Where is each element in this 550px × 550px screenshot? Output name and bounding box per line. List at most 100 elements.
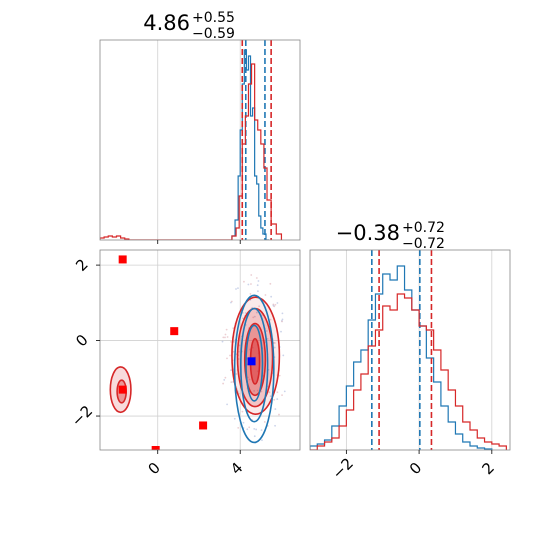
hist-step-0 [310,265,493,450]
x-tick-label: 4 [227,459,246,478]
sample-point [263,421,266,423]
sample-point [260,390,263,393]
joint-panel: 0 4 −2 0 2 [68,249,301,478]
sample-point [256,389,259,392]
sample-point [230,300,233,303]
sample-point [233,417,236,420]
sample-point [260,429,263,432]
x-tick-label: −2 [329,454,357,482]
sample-point [272,304,275,307]
title-upper-error: +0.55 [192,10,235,26]
sample-point [265,330,268,332]
sample-point [241,410,244,413]
sample-point [224,376,227,379]
sample-point [226,403,228,406]
sample-point [278,413,280,416]
sample-point [266,338,269,340]
sample-point [273,346,276,349]
sample-point [257,290,259,293]
sample-point [253,427,256,430]
sample-point [274,424,276,427]
sample-point [261,439,263,442]
y-tick-label: −2 [68,402,96,430]
sample-point [250,274,253,276]
joint-layer [109,255,286,450]
sample-point [226,336,229,338]
sample-point [242,317,244,320]
sample-point [252,316,255,319]
sample-point [235,373,238,375]
sample-point [264,294,267,296]
sample-point [253,315,256,318]
title-value: −0.38 [336,221,400,245]
blue-contour-1 [240,307,269,423]
sample-point [274,303,277,306]
title-lower-error: −0.72 [402,236,445,252]
blue-marker-0 [247,357,256,366]
blue-contour-2 [245,324,264,402]
panel-frame [309,249,511,451]
sample-point [249,293,252,295]
panel-title: 4.86 +0.55−0.59 [143,10,235,42]
sample-point [274,408,277,410]
sample-point [281,320,283,323]
sample-point [273,398,276,401]
sample-point [253,390,256,392]
sample-point [226,357,228,360]
sample-point [253,435,256,438]
sample-point [248,378,251,381]
sample-point [269,318,272,321]
sample-point [232,327,235,330]
sample-point [269,282,272,285]
red-marker-2 [118,385,127,394]
panel-title: −0.38 +0.72−0.72 [336,220,445,252]
sample-point [256,284,259,287]
sample-point [283,390,286,393]
sample-point [250,283,252,285]
panel-frame [99,39,301,241]
sample-point [222,382,225,385]
sample-point [230,340,232,343]
sample-point [281,394,283,397]
sample-point [229,354,231,357]
red-marker-0 [118,255,127,264]
sample-point [223,379,226,381]
sample-point [222,336,225,339]
sample-point [238,344,241,347]
sample-point [248,426,251,429]
sample-point [232,350,235,353]
hist-step-0 [231,49,270,240]
sample-point [224,336,226,339]
red-marker-4 [151,446,160,450]
sample-point [276,398,279,400]
sample-point [281,312,284,315]
sample-point [243,280,245,283]
panel-frame [99,249,301,451]
title-lower-error: −0.59 [192,26,235,42]
sample-point [276,302,279,304]
sample-point [237,426,240,429]
sample-point [278,374,281,377]
sample-point [268,391,271,394]
title-upper-error: +0.72 [402,220,445,236]
sample-point [258,305,261,308]
x-tick-label: 0 [144,459,163,478]
sample-point [244,312,247,314]
sample-point [230,369,232,372]
sample-point [224,333,227,336]
sample-point [246,428,249,431]
sample-point [255,277,258,279]
p1-panel: 4.86 +0.55−0.59 [99,10,301,244]
x-tick-label: 0 [406,459,425,478]
y-tick-label: 0 [72,331,91,350]
sample-point [281,318,284,321]
p2-panel: −2 0 2 −0.38 +0.72−0.72 [309,220,511,483]
sample-point [242,421,245,424]
sample-point [255,428,258,431]
hist-layer [100,40,283,240]
sample-point [237,287,239,290]
sample-point [225,328,228,331]
y-tick-label: 2 [72,255,91,274]
sample-point [280,330,282,333]
